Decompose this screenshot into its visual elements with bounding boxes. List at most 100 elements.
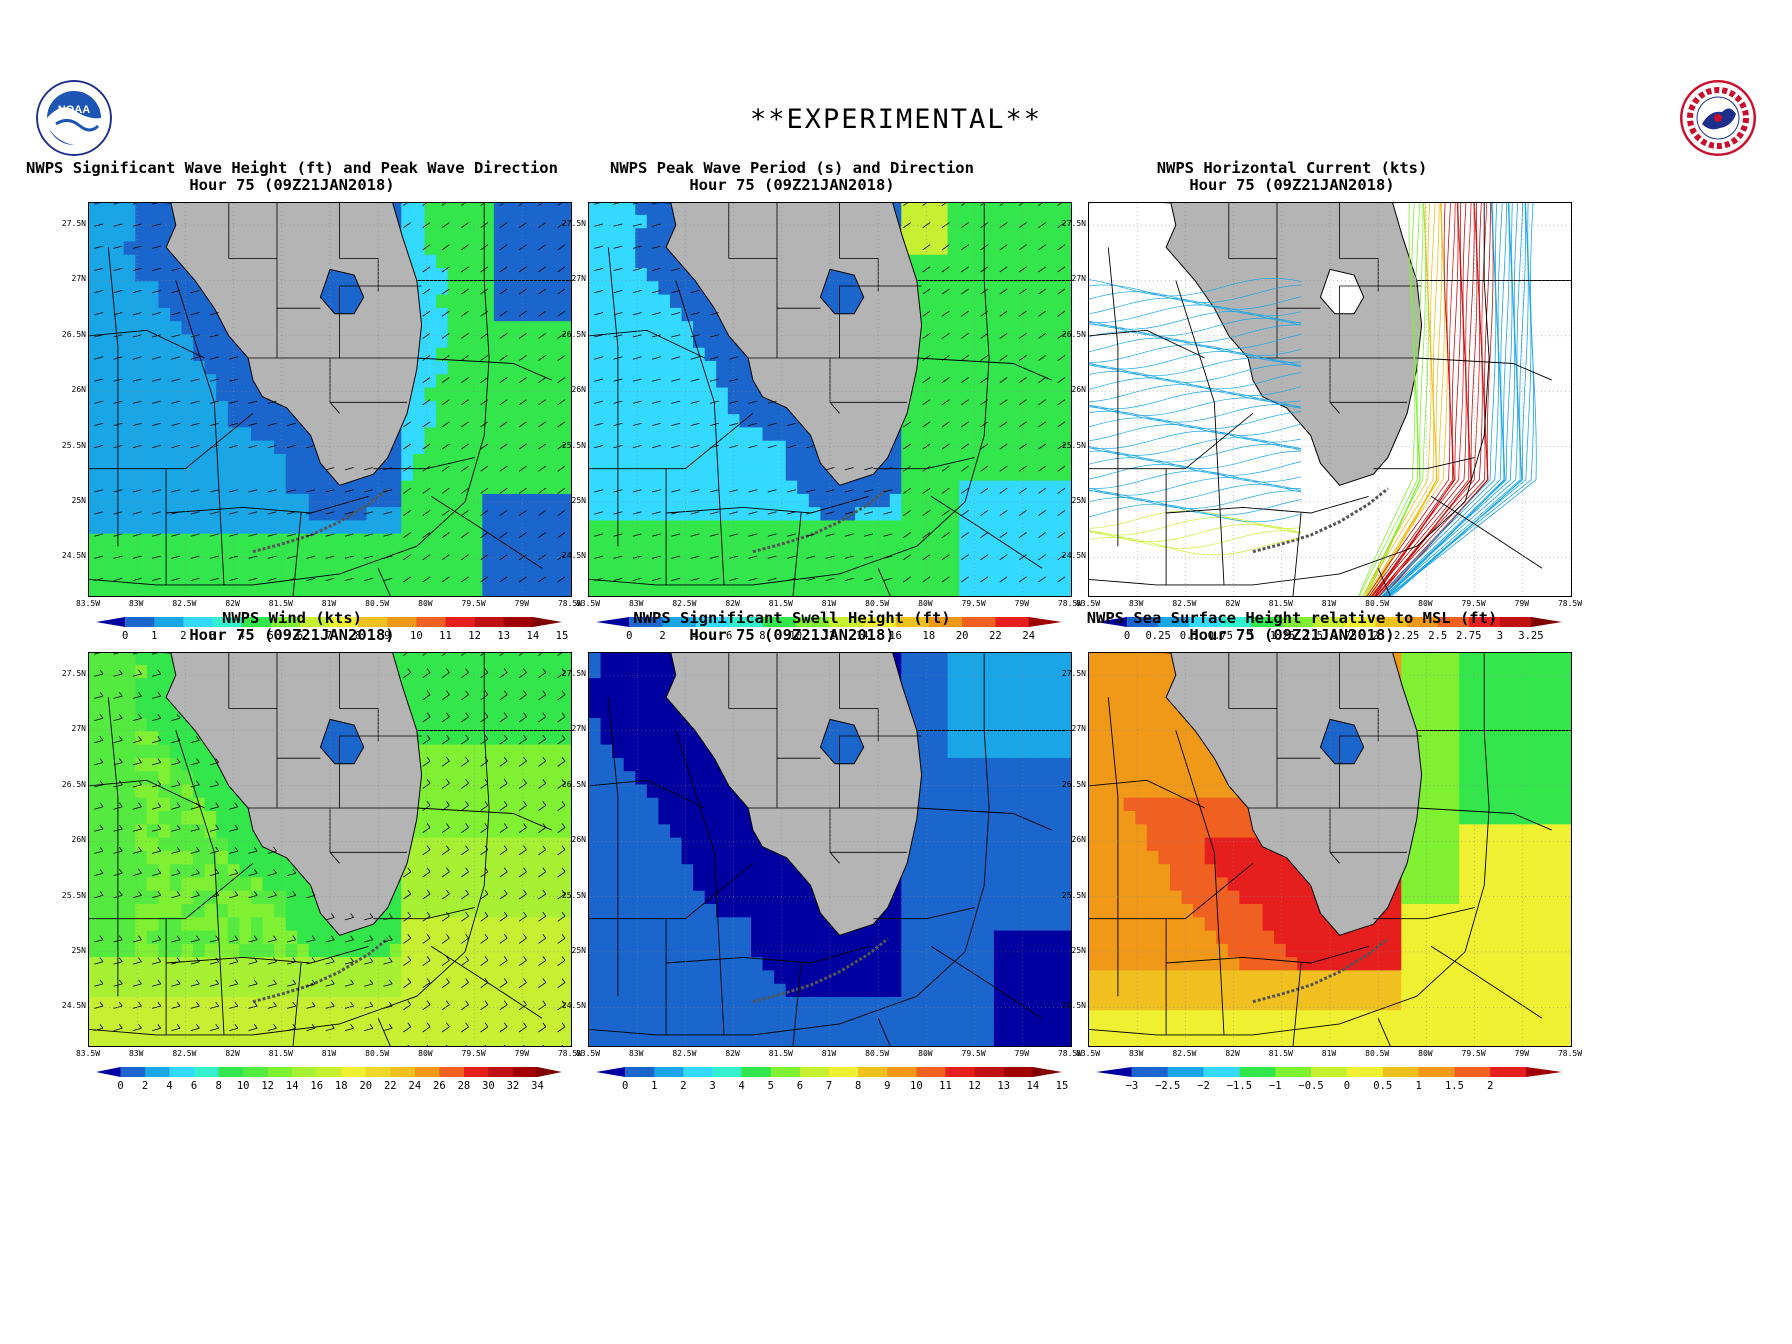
direction-arrow xyxy=(1057,288,1066,295)
wind-barb xyxy=(518,716,527,723)
colorbar-label: 12 xyxy=(968,1080,981,1092)
wind-barb-tick xyxy=(503,756,508,762)
direction-arrow xyxy=(651,356,661,360)
wind-barb-tick xyxy=(138,714,142,719)
direction-arrow xyxy=(461,203,466,206)
colorbar-swatch xyxy=(445,617,476,627)
wind-barb-tick xyxy=(484,1022,489,1028)
lon-tick-label: 79.5W xyxy=(1461,599,1486,608)
colorbar-label: 12 xyxy=(468,630,481,642)
wind-barb xyxy=(383,961,393,965)
wind-barb xyxy=(286,1005,296,1009)
current-streamline xyxy=(1375,203,1483,596)
direction-arrow xyxy=(748,555,758,559)
direction-arrow xyxy=(594,445,604,449)
marine-zone-line xyxy=(373,457,475,470)
wind-barb xyxy=(190,1005,200,1009)
wind-barb-tick xyxy=(465,823,469,828)
direction-arrow xyxy=(171,555,181,559)
direction-arrow xyxy=(767,511,777,515)
direction-arrow xyxy=(480,288,489,295)
direction-arrow xyxy=(538,310,547,317)
direction-arrow xyxy=(651,577,661,581)
wind-barb-tick xyxy=(523,845,527,850)
direction-arrow xyxy=(844,577,854,581)
direction-arrow xyxy=(748,445,758,449)
wind-barb-tick xyxy=(561,668,566,673)
marine-zone-line xyxy=(873,457,975,470)
colorbar xyxy=(1096,617,1562,627)
panel-title: NWPS Sea Surface Height relative to MSL … xyxy=(1002,610,1582,644)
wind-barb-tick xyxy=(561,1022,566,1028)
lat-tick-label: 25N xyxy=(1071,945,1086,955)
direction-arrow xyxy=(441,310,450,317)
colorbar-label: 22 xyxy=(989,630,1002,642)
wind-barb xyxy=(209,806,219,810)
colorbar-swatch xyxy=(390,1067,416,1077)
lon-tick-label: 83W xyxy=(1128,1049,1144,1058)
wind-barb xyxy=(364,983,374,987)
direction-arrow xyxy=(518,222,527,229)
marine-zone-line xyxy=(589,329,705,359)
panel-title: NWPS Horizontal Current (kts) Hour 75 (09… xyxy=(1002,160,1582,194)
direction-arrow xyxy=(94,489,104,493)
wind-barb xyxy=(499,782,508,789)
wind-barb-tick xyxy=(542,911,547,917)
lon-tick-label: 78.5W xyxy=(1057,599,1083,608)
wind-barb xyxy=(499,960,508,966)
wind-barb-tick xyxy=(523,801,527,806)
wind-barb-tick xyxy=(350,979,354,985)
lat-tick-label: 27N xyxy=(71,274,86,284)
direction-arrow xyxy=(999,421,1008,428)
direction-arrow xyxy=(518,310,527,317)
wind-barb xyxy=(557,915,566,922)
wind-barb xyxy=(538,738,547,745)
direction-arrow xyxy=(151,577,161,581)
direction-arrow xyxy=(999,554,1008,561)
lon-tick-label: 79.5W xyxy=(1461,1049,1486,1058)
panel-title-line: NWPS Peak Wave Period (s) and Direction xyxy=(610,159,974,177)
direction-arrow xyxy=(422,554,431,561)
colorbar-swatch xyxy=(145,1067,171,1077)
direction-arrow xyxy=(1018,355,1027,361)
direction-arrow xyxy=(594,223,604,227)
lon-tick-label: 81W xyxy=(1321,1049,1337,1058)
colorbar-label: 10 xyxy=(789,630,803,642)
lat-tick-label: 27.5N xyxy=(1061,669,1086,679)
direction-arrow xyxy=(132,312,142,316)
wind-barb-tick xyxy=(407,978,412,983)
wind-barb-tick xyxy=(426,867,431,873)
wind-barb-tick xyxy=(196,868,200,874)
lon-tick-label: 81W xyxy=(821,599,837,608)
colorbar-label: 3 xyxy=(1496,630,1504,642)
marine-zone-line xyxy=(373,907,475,920)
wind-barb-tick xyxy=(503,845,508,850)
wind-barb xyxy=(94,983,104,987)
direction-arrow xyxy=(883,533,893,537)
colorbar-swatch xyxy=(629,617,664,627)
colorbar-swatch xyxy=(1490,1067,1527,1077)
wind-barb-tick xyxy=(484,889,489,895)
direction-arrow xyxy=(344,511,354,515)
direction-arrow xyxy=(151,445,161,449)
lat-tick-label: 26.5N xyxy=(61,779,86,789)
wind-barb-tick xyxy=(292,979,297,985)
wind-barb xyxy=(461,982,469,989)
wind-barb xyxy=(518,827,527,834)
colorbar-label: 9 xyxy=(884,1080,891,1092)
direction-arrow xyxy=(1018,203,1024,206)
marine-zone-line xyxy=(666,495,869,514)
direction-arrow xyxy=(151,489,161,493)
direction-arrow xyxy=(538,465,547,472)
direction-arrow xyxy=(941,266,950,273)
colorbar-swatch xyxy=(503,617,534,627)
wind-barb-tick xyxy=(542,756,547,762)
direction-arrow xyxy=(171,422,181,426)
direction-arrow xyxy=(1057,244,1066,251)
lat-tick-label: 27N xyxy=(1071,274,1086,284)
direction-arrow xyxy=(229,511,239,515)
direction-arrow xyxy=(383,577,393,581)
wind-barb xyxy=(94,961,104,965)
wind-barb-tick xyxy=(176,802,181,808)
direction-arrow xyxy=(499,266,508,273)
